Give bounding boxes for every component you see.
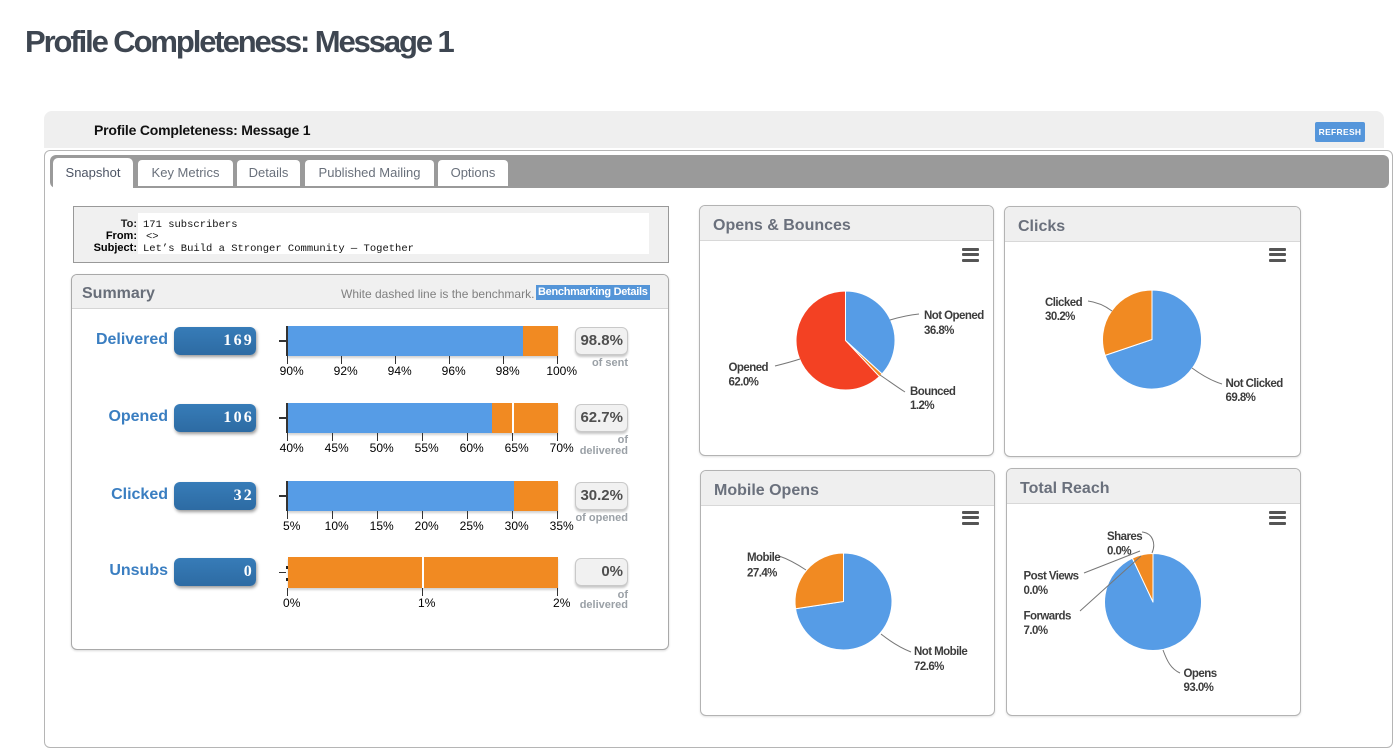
svg-text:Not Clicked: Not Clicked	[1226, 378, 1284, 390]
svg-text:69.8%: 69.8%	[1226, 392, 1256, 404]
svg-text:Not Mobile: Not Mobile	[914, 646, 967, 658]
svg-text:72.6%: 72.6%	[914, 661, 944, 673]
svg-text:Forwards: Forwards	[1024, 611, 1072, 623]
svg-text:Opens: Opens	[1184, 668, 1217, 680]
svg-text:Not Opened: Not Opened	[924, 310, 984, 322]
svg-text:62.0%: 62.0%	[729, 377, 759, 389]
svg-text:7.0%: 7.0%	[1024, 625, 1048, 637]
svg-text:30.2%: 30.2%	[1045, 311, 1075, 323]
svg-text:Opened: Opened	[729, 362, 769, 374]
svg-text:27.4%: 27.4%	[747, 568, 777, 580]
svg-text:36.8%: 36.8%	[924, 325, 954, 337]
svg-text:Post Views: Post Views	[1024, 571, 1079, 583]
svg-text:93.0%: 93.0%	[1184, 682, 1214, 694]
svg-text:1.2%: 1.2%	[910, 400, 934, 412]
svg-text:Clicked: Clicked	[1045, 297, 1083, 309]
svg-text:Mobile: Mobile	[747, 552, 780, 564]
svg-text:0.0%: 0.0%	[1024, 585, 1048, 597]
svg-text:0.0%: 0.0%	[1107, 546, 1131, 558]
svg-text:Shares: Shares	[1107, 531, 1142, 543]
svg-text:Bounced: Bounced	[910, 386, 956, 398]
